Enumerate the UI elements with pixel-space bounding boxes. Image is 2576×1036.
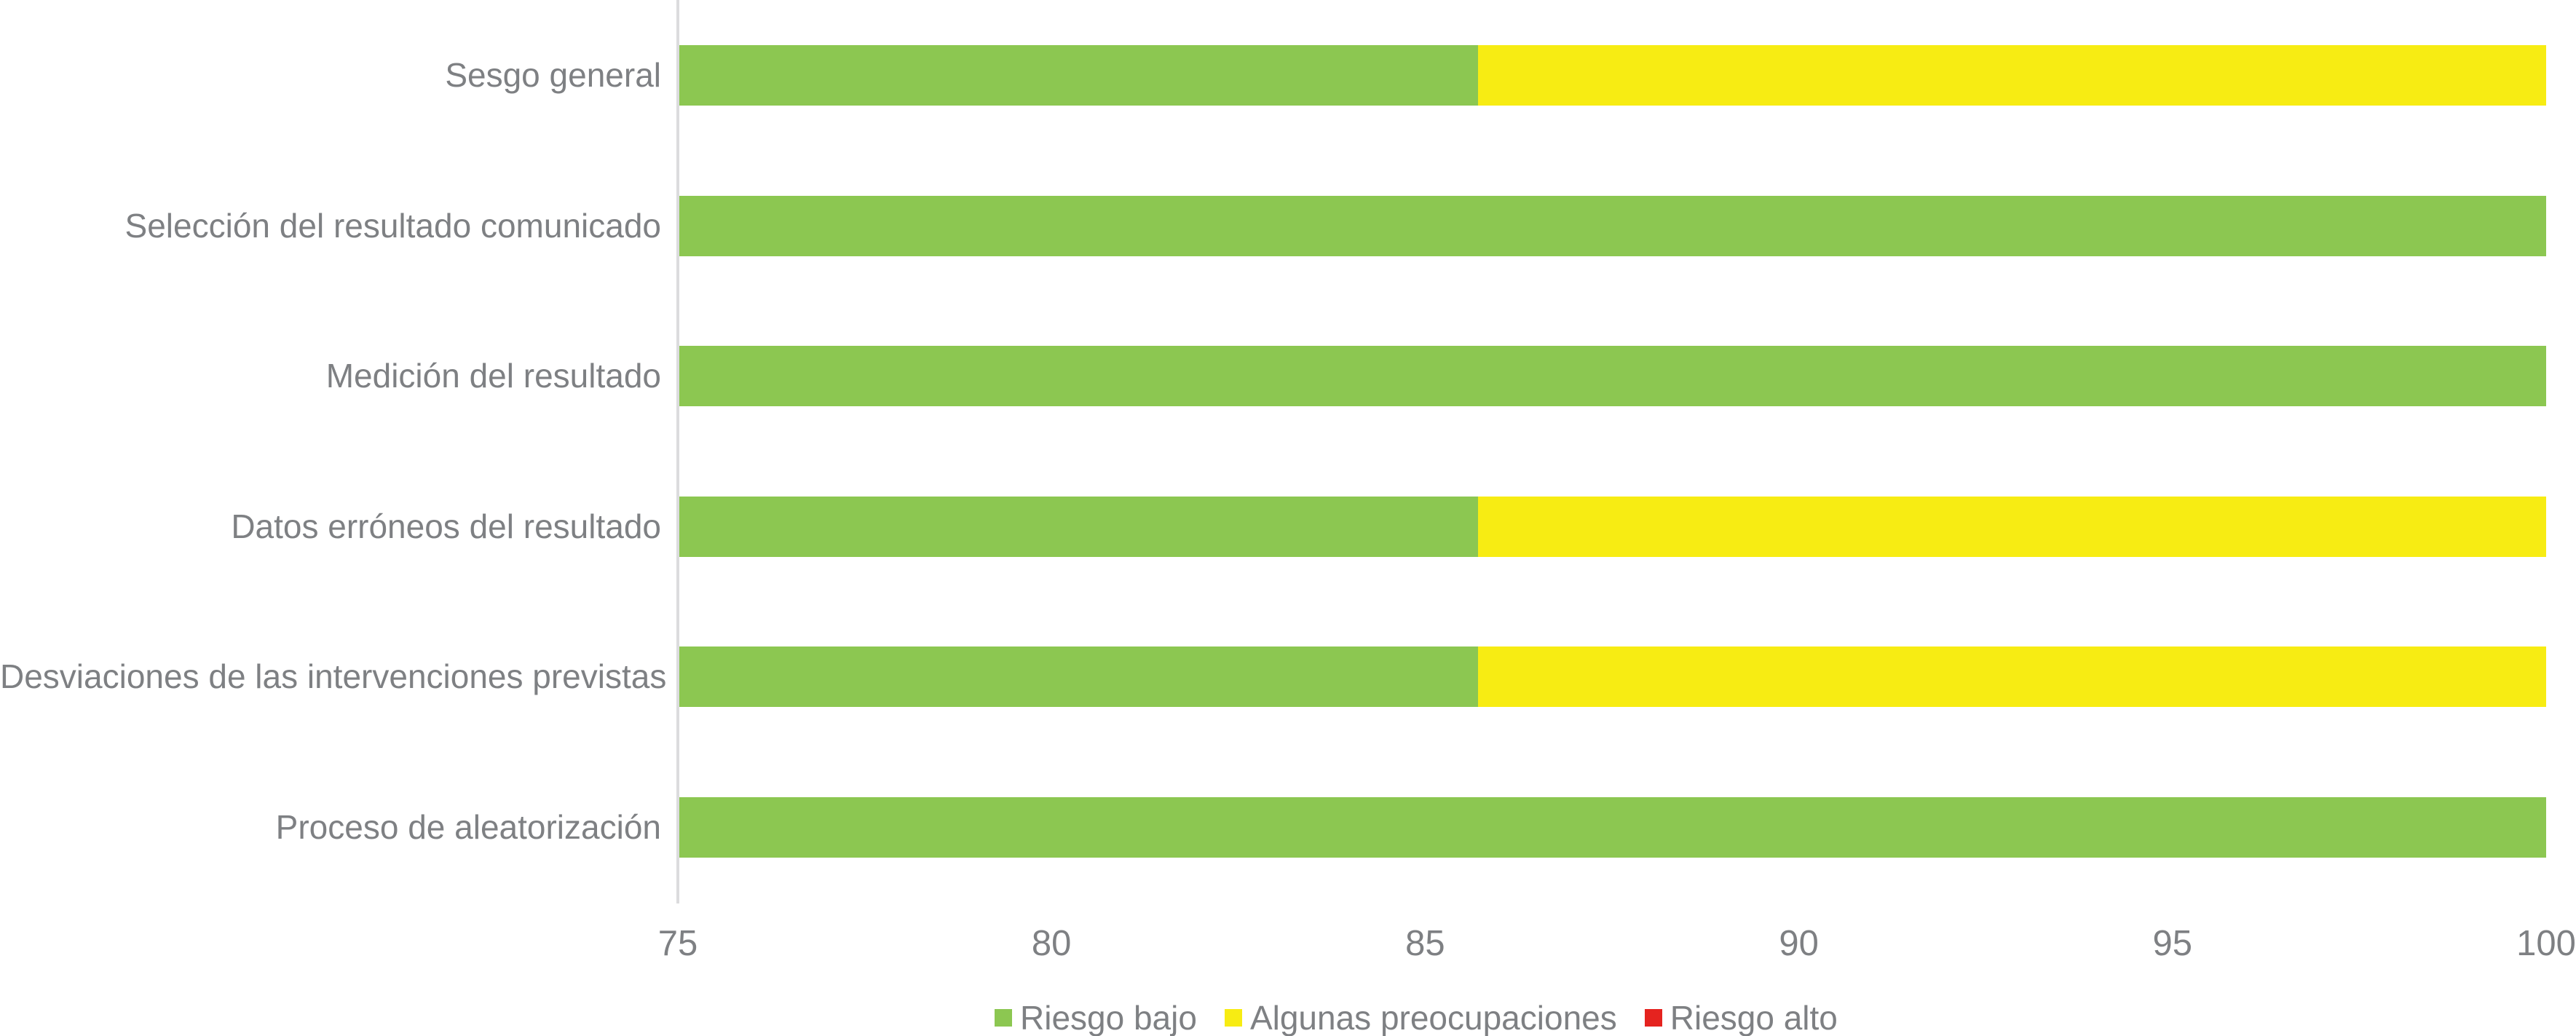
bar-segment-riesgo-bajo [679,346,2546,407]
legend-item: Riesgo bajo [995,998,1197,1036]
legend-label: Riesgo bajo [1020,999,1197,1036]
category-label: Selección del resultado comunicado [125,206,661,245]
bar-segment-algunas-preocupaciones [1478,45,2546,106]
bar-segment-algunas-preocupaciones [1478,496,2546,557]
x-axis-tick-label: 75 [657,924,698,963]
bar-segment-algunas-preocupaciones [1478,646,2546,708]
legend-swatch-icon [995,1009,1012,1027]
legend-item: Algunas preocupaciones [1224,998,1617,1036]
category-label: Sesgo general [445,56,661,94]
legend-swatch-icon [1644,1009,1662,1027]
bar-segment-riesgo-bajo [679,646,1479,708]
bar-row [679,496,2546,557]
category-label: Desviaciones de las intervenciones previ… [0,657,667,696]
bar-segment-riesgo-bajo [679,195,2546,256]
bar-row [679,45,2546,106]
x-axis-tick-label: 95 [2152,924,2193,963]
bar-row [679,195,2546,256]
x-axis-tick-label: 85 [1405,924,1445,963]
legend-item: Riesgo alto [1644,998,1838,1036]
x-axis-tick-label: 100 [2516,924,2576,963]
category-label: Datos erróneos del resultado [231,507,661,545]
bar-row [679,346,2546,407]
bar-segment-riesgo-bajo [679,496,1479,557]
bar-row [679,646,2546,708]
bar-segment-riesgo-bajo [679,45,1479,106]
chart-legend: Riesgo bajo Algunas preocupaciones Riesgo … [995,999,1838,1036]
category-label: Medición del resultado [325,357,661,395]
x-axis-tick-label: 90 [1779,924,1819,963]
x-axis-tick-label: 80 [1031,924,1072,963]
legend-swatch-icon [1224,1009,1242,1027]
bar-segment-riesgo-bajo [679,797,2546,858]
legend-label: Algunas preocupaciones [1249,999,1617,1036]
legend-label: Riesgo alto [1670,999,1838,1036]
bar-row [679,797,2546,858]
y-axis-line [676,0,679,903]
category-label: Proceso de aleatorización [275,808,661,846]
